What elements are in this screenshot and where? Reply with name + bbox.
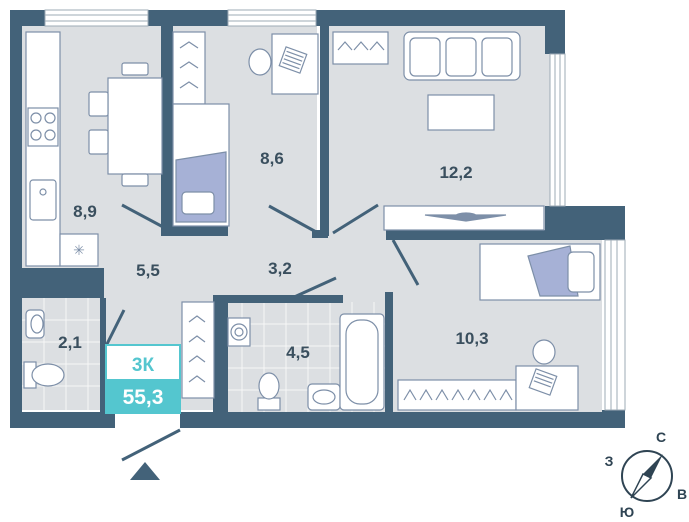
door-bedroom-small [268, 204, 319, 235]
wardrobe [172, 31, 206, 105]
area-labels: 8,9 8,6 12,2 5,5 3,2 2,1 4,5 10,3 [58, 149, 488, 362]
window-bedroom-small [227, 9, 317, 27]
sink-icon [307, 383, 341, 411]
door-entrance [121, 428, 181, 462]
wall-bottom-right [180, 412, 625, 428]
shelf [332, 31, 389, 65]
compass-west: З [605, 453, 614, 469]
wall-bathroom-left [213, 295, 228, 412]
door-swings [102, 203, 420, 462]
door-bathroom [291, 276, 337, 300]
apartment-type: 3К [132, 355, 155, 376]
hallway-furniture [181, 301, 215, 399]
wall-toilet-side [100, 298, 106, 412]
toilet-icon [23, 361, 65, 389]
compass-south: Ю [620, 504, 634, 520]
tile-pattern [22, 298, 390, 412]
toilet-icon [257, 372, 281, 411]
windows [44, 9, 626, 411]
area-corridor: 3,2 [268, 259, 292, 278]
desk-chair [248, 48, 272, 76]
badge-area-bg [107, 379, 179, 412]
chair [121, 62, 149, 76]
bedroom-large-furniture [397, 243, 601, 411]
apartment-badge: 3К 55,3 [105, 344, 181, 414]
sink-icon [25, 309, 45, 339]
wall-kitchen-bedroom [161, 26, 173, 236]
fridge [59, 233, 99, 267]
bedroom-small-furniture [172, 31, 319, 227]
dining-table [107, 77, 163, 175]
door-kitchen [121, 203, 166, 230]
laptop-icon [278, 46, 308, 74]
wall-top-right [316, 10, 565, 26]
living-room-furniture [332, 31, 545, 231]
cooktop-icon [27, 107, 59, 147]
area-bedroom-small: 8,6 [260, 149, 284, 168]
wall-bay-top [545, 10, 565, 54]
sink-icon [29, 179, 57, 221]
desk-chair [532, 339, 556, 365]
wall-living-bottom [386, 230, 602, 240]
window-living [549, 53, 566, 207]
area-bathroom: 4,5 [286, 343, 310, 362]
wall-bottom-left [10, 412, 115, 428]
compass-icon: С В Ю З [605, 429, 687, 520]
wall-top-mid [148, 10, 228, 26]
wall-bathroom-top [213, 295, 343, 303]
door-toilet [102, 309, 126, 351]
compass-north: С [656, 429, 666, 445]
wall-bedroom-living [320, 26, 329, 236]
wall-bathroom-right [385, 292, 393, 412]
area-bedroom-large: 10,3 [455, 329, 488, 348]
wall-left [10, 10, 22, 428]
area-toilet: 2,1 [58, 333, 82, 352]
area-kitchen: 8,9 [73, 202, 97, 221]
area-living-room: 12,2 [439, 163, 472, 182]
compass-east: В [677, 486, 687, 502]
chair [88, 91, 109, 117]
chair [88, 129, 109, 155]
window-bedroom-large [604, 239, 626, 411]
kitchen-counter [25, 31, 61, 267]
laptop-icon [528, 368, 558, 396]
area-hallway: 5,5 [136, 261, 160, 280]
bathroom-fixtures [227, 313, 385, 411]
snowflake-icon: ✳ [73, 242, 85, 258]
wardrobe [181, 301, 215, 399]
kitchen-furniture: ✳ [25, 31, 163, 267]
wall-toilet-top [22, 268, 104, 298]
blanket [527, 245, 579, 297]
triangle-up-icon [130, 462, 160, 480]
total-area: 55,3 [123, 386, 164, 409]
wall-bedroom-bottom-left [161, 226, 228, 236]
toilet-fixtures [23, 309, 65, 389]
chair [121, 173, 149, 187]
window-kitchen [44, 9, 149, 27]
wall-right-top [602, 222, 625, 240]
walls [10, 10, 625, 428]
bathtub [339, 313, 385, 411]
pillow [567, 251, 595, 293]
pillow [181, 191, 215, 215]
door-living [332, 203, 379, 235]
coffee-table [427, 94, 495, 131]
wardrobe [397, 379, 517, 411]
door-bedroom-large [391, 239, 420, 286]
